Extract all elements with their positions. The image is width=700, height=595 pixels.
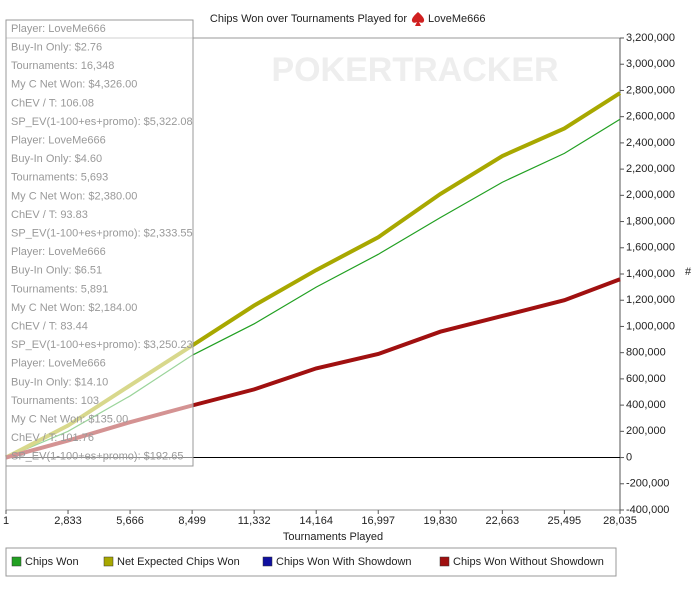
info-line: Tournaments: 103 <box>11 395 99 407</box>
info-line: Buy-In Only: $4.60 <box>11 153 102 165</box>
info-line: Buy-In Only: $6.51 <box>11 265 102 277</box>
info-line: ChEV / T: 106.08 <box>11 97 94 109</box>
y-tick-label: 200,000 <box>626 425 666 437</box>
info-line: Tournaments: 5,693 <box>11 172 108 184</box>
y-tick-label: 1,600,000 <box>626 242 675 254</box>
y-tick-label: 0 <box>626 451 632 463</box>
x-tick-label: 11,332 <box>238 515 271 527</box>
info-line: Player: LoveMe666 <box>11 246 106 258</box>
legend-label: Chips Won <box>25 556 79 568</box>
y-tick-label: -400,000 <box>626 504 669 516</box>
x-tick-label: 1 <box>3 515 9 527</box>
info-line: Player: LoveMe666 <box>11 358 106 370</box>
info-line: Tournaments: 16,348 <box>11 60 114 72</box>
info-line: My C Net Won: $2,184.00 <box>11 302 137 314</box>
y-axis-label: # <box>685 266 692 278</box>
legend-label: Chips Won With Showdown <box>276 556 412 568</box>
watermark: POKERTRACKER <box>271 51 558 89</box>
info-box <box>5 19 194 467</box>
x-tick-label: 8,499 <box>178 515 206 527</box>
y-tick-label: 600,000 <box>626 373 666 385</box>
y-tick-label: 2,400,000 <box>626 137 675 149</box>
x-tick-label: 16,997 <box>361 515 395 527</box>
y-tick-label: 2,800,000 <box>626 84 675 96</box>
x-tick-label: 22,663 <box>486 515 520 527</box>
info-line: ChEV / T: 83.44 <box>11 321 88 333</box>
legend-swatch <box>439 556 450 567</box>
y-tick-label: 1,800,000 <box>626 215 675 227</box>
legend-swatch <box>11 556 22 567</box>
info-line: Tournaments: 5,891 <box>11 283 108 295</box>
chart-title-player: LoveMe666 <box>428 13 486 25</box>
x-tick-label: 14,164 <box>299 515 333 527</box>
info-line: My C Net Won: $135.00 <box>11 414 128 426</box>
info-line: Player: LoveMe666 <box>11 23 106 35</box>
x-tick-label: 28,035 <box>603 515 637 527</box>
x-axis-label: Tournaments Played <box>283 531 383 543</box>
chart-title: Chips Won over Tournaments Played for <box>210 13 407 25</box>
info-line: SP_EV(1-100+es+promo): $2,333.55 <box>11 228 193 240</box>
y-tick-label: 800,000 <box>626 347 666 359</box>
info-line: Buy-In Only: $2.76 <box>11 42 102 54</box>
y-tick-label: 2,600,000 <box>626 111 675 123</box>
y-tick-label: 3,200,000 <box>626 32 675 44</box>
legend-swatch <box>262 556 273 567</box>
y-tick-label: 1,200,000 <box>626 294 675 306</box>
y-tick-label: -200,000 <box>626 478 669 490</box>
y-tick-label: 1,000,000 <box>626 320 675 332</box>
legend-label: Net Expected Chips Won <box>117 556 240 568</box>
info-line: SP_EV(1-100+es+promo): $192.65 <box>11 451 183 463</box>
y-tick-label: 2,200,000 <box>626 163 675 175</box>
x-tick-label: 2,833 <box>54 515 82 527</box>
y-tick-label: 3,000,000 <box>626 58 675 70</box>
x-tick-label: 19,830 <box>423 515 457 527</box>
y-tick-label: 400,000 <box>626 399 666 411</box>
x-tick-label: 5,666 <box>116 515 144 527</box>
info-line: Buy-In Only: $14.10 <box>11 376 108 388</box>
player-icon <box>411 12 425 26</box>
legend-swatch <box>103 556 114 567</box>
y-tick-label: 1,400,000 <box>626 268 675 280</box>
info-line: SP_EV(1-100+es+promo): $3,250.23 <box>11 339 193 351</box>
info-line: ChEV / T: 93.83 <box>11 209 88 221</box>
info-line: SP_EV(1-100+es+promo): $5,322.08 <box>11 116 193 128</box>
legend-label: Chips Won Without Showdown <box>453 556 604 568</box>
info-line: My C Net Won: $2,380.00 <box>11 190 137 202</box>
y-tick-label: 2,000,000 <box>626 189 675 201</box>
info-line: ChEV / T: 101.76 <box>11 432 94 444</box>
info-line: Player: LoveMe666 <box>11 135 106 147</box>
info-line: My C Net Won: $4,326.00 <box>11 79 137 91</box>
x-tick-label: 25,495 <box>548 515 582 527</box>
